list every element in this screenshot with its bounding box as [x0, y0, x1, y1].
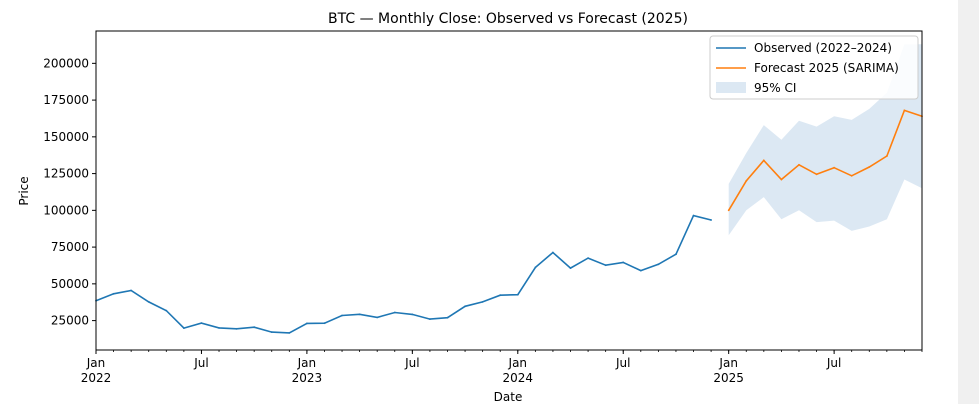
y-axis-label: Price	[17, 176, 31, 205]
y-tick-label: 200000	[43, 56, 89, 70]
observed-series-line	[95, 214, 712, 334]
observed-point	[112, 292, 115, 295]
observed-point	[411, 313, 414, 316]
x-tick-year-label: 2025	[713, 371, 744, 385]
plot-area-frame	[95, 30, 923, 351]
observed-point	[288, 332, 291, 334]
x-tick-year-label: 2024	[503, 371, 534, 385]
observed-point	[516, 293, 519, 296]
y-tick-label: 75000	[51, 240, 89, 254]
observed-point	[692, 214, 695, 217]
y-tick-label: 150000	[43, 130, 89, 144]
legend-forecast-label: Forecast 2025 (SARIMA)	[754, 61, 899, 75]
forecast-point	[815, 173, 818, 176]
observed-point	[481, 301, 484, 303]
x-tick-label: Jul	[615, 356, 630, 370]
forecast-series-line	[728, 109, 923, 211]
observed-point	[552, 251, 554, 254]
x-tick-label: Jan	[508, 356, 528, 370]
observed-point	[323, 322, 326, 325]
x-tick-label: Jan	[718, 356, 738, 370]
x-tick-label: Jan	[86, 356, 106, 370]
forecast-point	[850, 174, 853, 177]
observed-point	[393, 311, 396, 314]
observed-point	[639, 269, 642, 272]
observed-point	[147, 301, 150, 303]
forecast-point	[868, 166, 871, 168]
observed-point	[710, 219, 712, 221]
observed-point	[569, 267, 572, 269]
observed-point	[183, 327, 185, 329]
observed-point	[622, 261, 625, 264]
y-tick-label: 125000	[43, 167, 89, 181]
observed-point	[235, 327, 238, 330]
observed-point	[218, 327, 220, 329]
observed-point	[130, 289, 133, 292]
window-scrollbar-gutter	[958, 0, 979, 404]
x-tick-label: Jul	[826, 356, 841, 370]
observed-point	[534, 266, 537, 269]
legend-ci-swatch	[716, 82, 746, 93]
chart-title: BTC — Monthly Close: Observed vs Forecas…	[328, 11, 688, 27]
observed-point	[358, 313, 361, 316]
x-axis-label: Date	[494, 390, 523, 404]
forecast-point	[727, 209, 730, 212]
x-tick-year-label: 2023	[292, 371, 323, 385]
observed-point	[376, 316, 379, 319]
observed-point	[429, 318, 431, 320]
legend-frame	[709, 35, 919, 100]
forecast-point	[903, 109, 906, 112]
forecast-point	[780, 178, 783, 181]
observed-point	[253, 326, 256, 329]
observed-point	[464, 305, 466, 308]
observed-point	[306, 322, 308, 325]
observed-point	[200, 322, 203, 324]
y-tick-label: 175000	[43, 93, 89, 107]
observed-point	[341, 314, 343, 317]
y-tick-label: 25000	[51, 314, 89, 328]
legend: Observed (2022–2024) Forecast 2025 (SARI…	[709, 35, 919, 100]
observed-point	[657, 263, 660, 266]
forecast-point	[886, 155, 888, 157]
observed-point	[446, 316, 449, 319]
observed-point	[499, 294, 502, 297]
forecast-point	[798, 163, 800, 166]
observed-point	[604, 264, 607, 267]
x-tick-label: Jul	[404, 356, 419, 370]
observed-point	[270, 331, 273, 333]
observed-point	[587, 257, 589, 259]
x-tick-year-label: 2022	[81, 371, 112, 385]
forecast-point	[833, 166, 835, 169]
y-tick-label: 100000	[43, 203, 89, 217]
forecast-point	[745, 180, 748, 182]
forecast-point	[762, 159, 765, 162]
legend-observed-label: Observed (2022–2024)	[754, 41, 892, 55]
observed-point	[675, 253, 677, 256]
y-tick-label: 50000	[51, 277, 89, 291]
x-tick-label: Jul	[193, 356, 208, 370]
observed-point	[165, 309, 168, 312]
x-tick-label: Jan	[297, 356, 317, 370]
ci-band	[728, 44, 922, 236]
legend-ci-label: 95% CI	[754, 81, 796, 95]
